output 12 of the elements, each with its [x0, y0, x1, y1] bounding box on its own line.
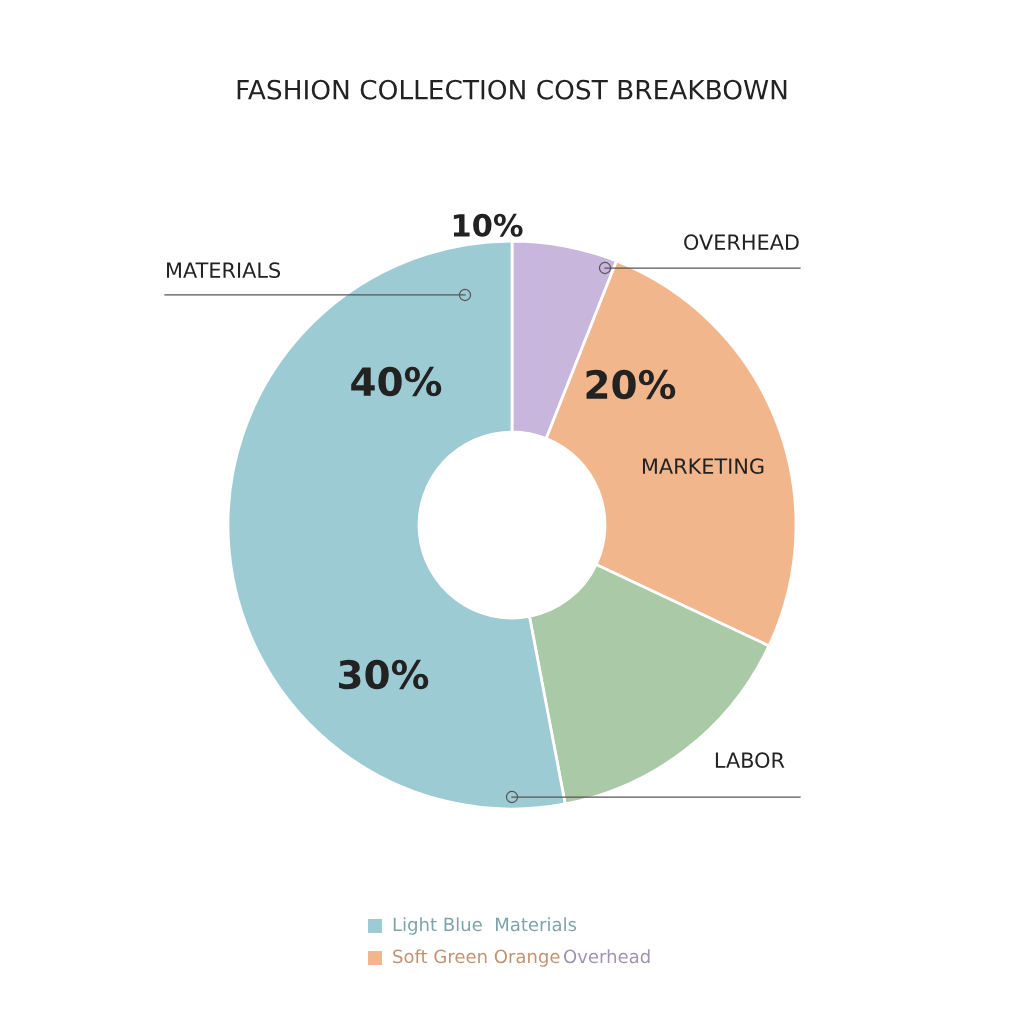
text: 40%	[351, 366, 442, 397]
slice-label: MATERIALS	[167, 262, 281, 279]
text: Soft Green Orange	[393, 949, 560, 967]
text: 20%	[586, 369, 676, 400]
slice-label: LABOR	[715, 752, 785, 769]
text: Light Blue Materials	[393, 917, 577, 935]
slice-label: MARKETING	[642, 458, 764, 475]
text: Overhead	[564, 949, 650, 964]
text: 10%	[453, 213, 523, 237]
text: 30%	[339, 659, 429, 690]
chart-title: FASHION COLLECTION COST BREAKBOWN	[237, 79, 787, 100]
slice-label: OVERHEAD	[684, 234, 799, 251]
